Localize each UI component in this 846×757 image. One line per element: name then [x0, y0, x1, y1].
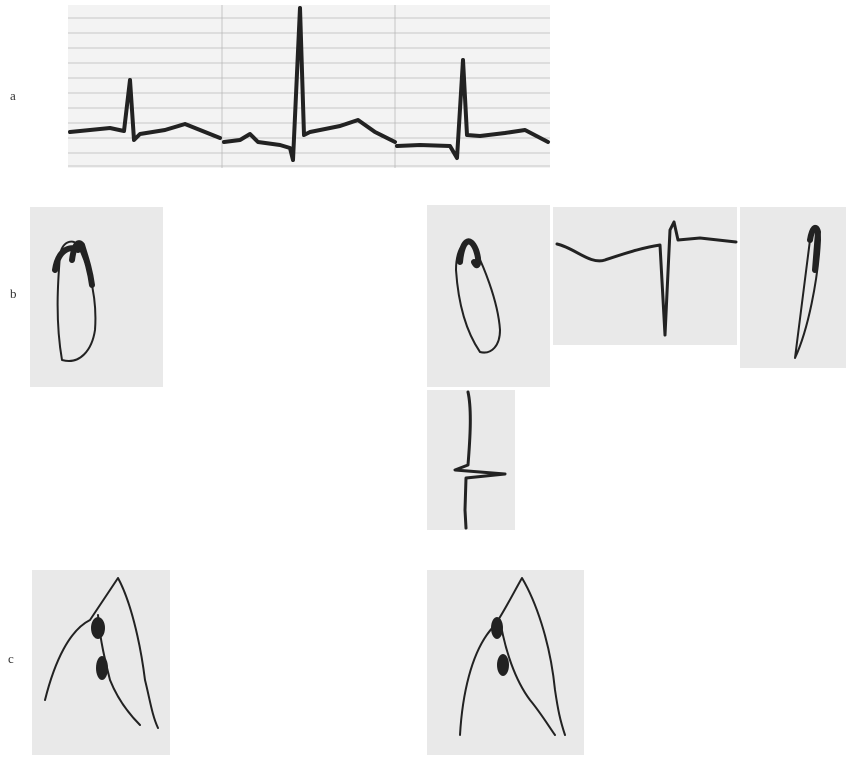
ecg-strip	[68, 5, 550, 168]
strip-background	[68, 5, 550, 168]
panel-label: c	[8, 651, 14, 666]
loop-photo	[427, 205, 550, 387]
loop-photo	[740, 207, 846, 368]
loop-photo	[30, 207, 163, 387]
loop-photo	[427, 570, 584, 755]
panel-label: a	[10, 88, 16, 103]
ecg-snippet	[427, 390, 515, 530]
loop-photo	[32, 570, 170, 755]
ecg-snippet	[553, 207, 738, 345]
grid	[68, 5, 550, 168]
panel-label: b	[10, 286, 17, 301]
